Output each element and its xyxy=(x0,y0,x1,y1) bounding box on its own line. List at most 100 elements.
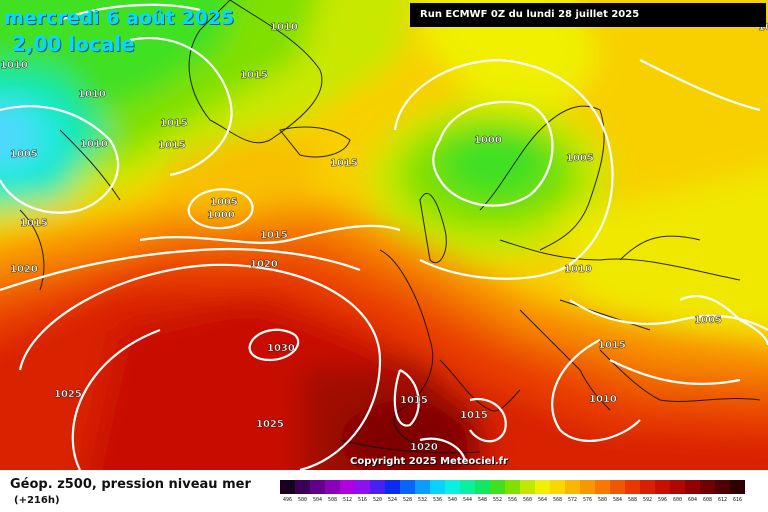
forecast-date: mercredi 6 août 2025 xyxy=(4,7,235,29)
scale-step: 608 xyxy=(700,480,715,503)
parameter-title: Géop. z500, pression niveau mer xyxy=(10,477,251,492)
isobar-label: 1020 xyxy=(250,259,278,270)
isobar-label: 1030 xyxy=(267,343,295,354)
scale-step: 540 xyxy=(445,480,460,503)
scale-swatch xyxy=(295,480,310,494)
scale-label: 528 xyxy=(402,497,413,503)
scale-label: 580 xyxy=(597,497,608,503)
scale-label: 572 xyxy=(567,497,578,503)
isobar-label: 1015 xyxy=(260,230,288,241)
isobar-label: 1000 xyxy=(474,135,502,146)
scale-label: 616 xyxy=(732,497,743,503)
scale-swatch xyxy=(415,480,430,494)
scale-swatch xyxy=(655,480,670,494)
scale-step: 560 xyxy=(520,480,535,503)
scale-swatch xyxy=(535,480,550,494)
isobar-label: 1015 xyxy=(240,70,268,81)
scale-step: 536 xyxy=(430,480,445,503)
scale-step: 604 xyxy=(685,480,700,503)
scale-label: 540 xyxy=(447,497,458,503)
isobar-label: 1010 xyxy=(270,22,298,33)
scale-swatch xyxy=(625,480,640,494)
scale-step: 568 xyxy=(550,480,565,503)
scale-swatch xyxy=(595,480,610,494)
scale-label: 508 xyxy=(327,497,338,503)
isobars xyxy=(0,3,768,470)
map-canvas: 1010 1010 1010 1015 1010 1005 1015 1015 … xyxy=(0,0,768,470)
scale-label: 536 xyxy=(432,497,443,503)
scale-swatch xyxy=(385,480,400,494)
scale-swatch xyxy=(550,480,565,494)
legend-bar: Géop. z500, pression niveau mer (+216h) … xyxy=(0,470,768,512)
scale-swatch xyxy=(490,480,505,494)
scale-label: 592 xyxy=(642,497,653,503)
scale-step: 564 xyxy=(535,480,550,503)
scale-step: 588 xyxy=(625,480,640,503)
scale-step: 532 xyxy=(415,480,430,503)
isobar-label: 1015 xyxy=(598,340,626,351)
scale-swatch xyxy=(685,480,700,494)
scale-step: 500 xyxy=(295,480,310,503)
scale-swatch xyxy=(520,480,535,494)
scale-swatch xyxy=(340,480,355,494)
scale-label: 520 xyxy=(372,497,383,503)
scale-label: 564 xyxy=(537,497,548,503)
scale-label: 496 xyxy=(282,497,293,503)
coastlines xyxy=(19,0,761,454)
scale-label: 600 xyxy=(672,497,683,503)
scale-step: 552 xyxy=(490,480,505,503)
scale-label: 608 xyxy=(702,497,713,503)
scale-step: 520 xyxy=(370,480,385,503)
scale-swatch xyxy=(460,480,475,494)
scale-swatch xyxy=(400,480,415,494)
scale-label: 604 xyxy=(687,497,698,503)
scale-label: 612 xyxy=(717,497,728,503)
scale-step: 544 xyxy=(460,480,475,503)
scale-label: 588 xyxy=(627,497,638,503)
isobar-label: 1020 xyxy=(410,442,438,453)
scale-swatch xyxy=(730,480,745,494)
scale-label: 552 xyxy=(492,497,503,503)
scale-swatch xyxy=(565,480,580,494)
scale-step: 508 xyxy=(325,480,340,503)
scale-label: 560 xyxy=(522,497,533,503)
scale-step: 612 xyxy=(715,480,730,503)
isobar-label: 1025 xyxy=(54,389,82,400)
scale-step: 496 xyxy=(280,480,295,503)
scale-swatch xyxy=(430,480,445,494)
scale-swatch xyxy=(610,480,625,494)
scale-swatch xyxy=(700,480,715,494)
isobar-label: 1015 xyxy=(158,140,186,151)
scale-swatch xyxy=(370,480,385,494)
isobar-label-group: 1010 1010 1010 1015 1010 1005 1015 1015 … xyxy=(0,22,768,453)
scale-label: 500 xyxy=(297,497,308,503)
scale-step: 516 xyxy=(355,480,370,503)
scale-step: 580 xyxy=(595,480,610,503)
scale-label: 584 xyxy=(612,497,623,503)
scale-swatch xyxy=(670,480,685,494)
scale-step: 572 xyxy=(565,480,580,503)
isobar-label: 1010 xyxy=(78,89,106,100)
scale-step: 596 xyxy=(655,480,670,503)
isobar-label: 1015 xyxy=(20,218,48,229)
scale-label: 596 xyxy=(657,497,668,503)
scale-step: 584 xyxy=(610,480,625,503)
scale-step: 556 xyxy=(505,480,520,503)
lead-time: (+216h) xyxy=(14,495,60,506)
scale-step: 600 xyxy=(670,480,685,503)
copyright: Copyright 2025 Meteociel.fr xyxy=(350,456,508,467)
isobar-label: 1005 xyxy=(566,153,594,164)
scale-label: 524 xyxy=(387,497,398,503)
scale-label: 512 xyxy=(342,497,353,503)
isobar-label: 1015 xyxy=(330,158,358,169)
isobar-label: 1015 xyxy=(400,395,428,406)
scale-step: 576 xyxy=(580,480,595,503)
isobar-label: 1015 xyxy=(460,410,488,421)
forecast-time: 2,00 locale xyxy=(12,32,135,56)
scale-swatch xyxy=(310,480,325,494)
scale-swatch xyxy=(580,480,595,494)
scale-swatch xyxy=(715,480,730,494)
scale-label: 532 xyxy=(417,497,428,503)
scale-step: 528 xyxy=(400,480,415,503)
isobar-label: 1010 xyxy=(0,60,28,71)
